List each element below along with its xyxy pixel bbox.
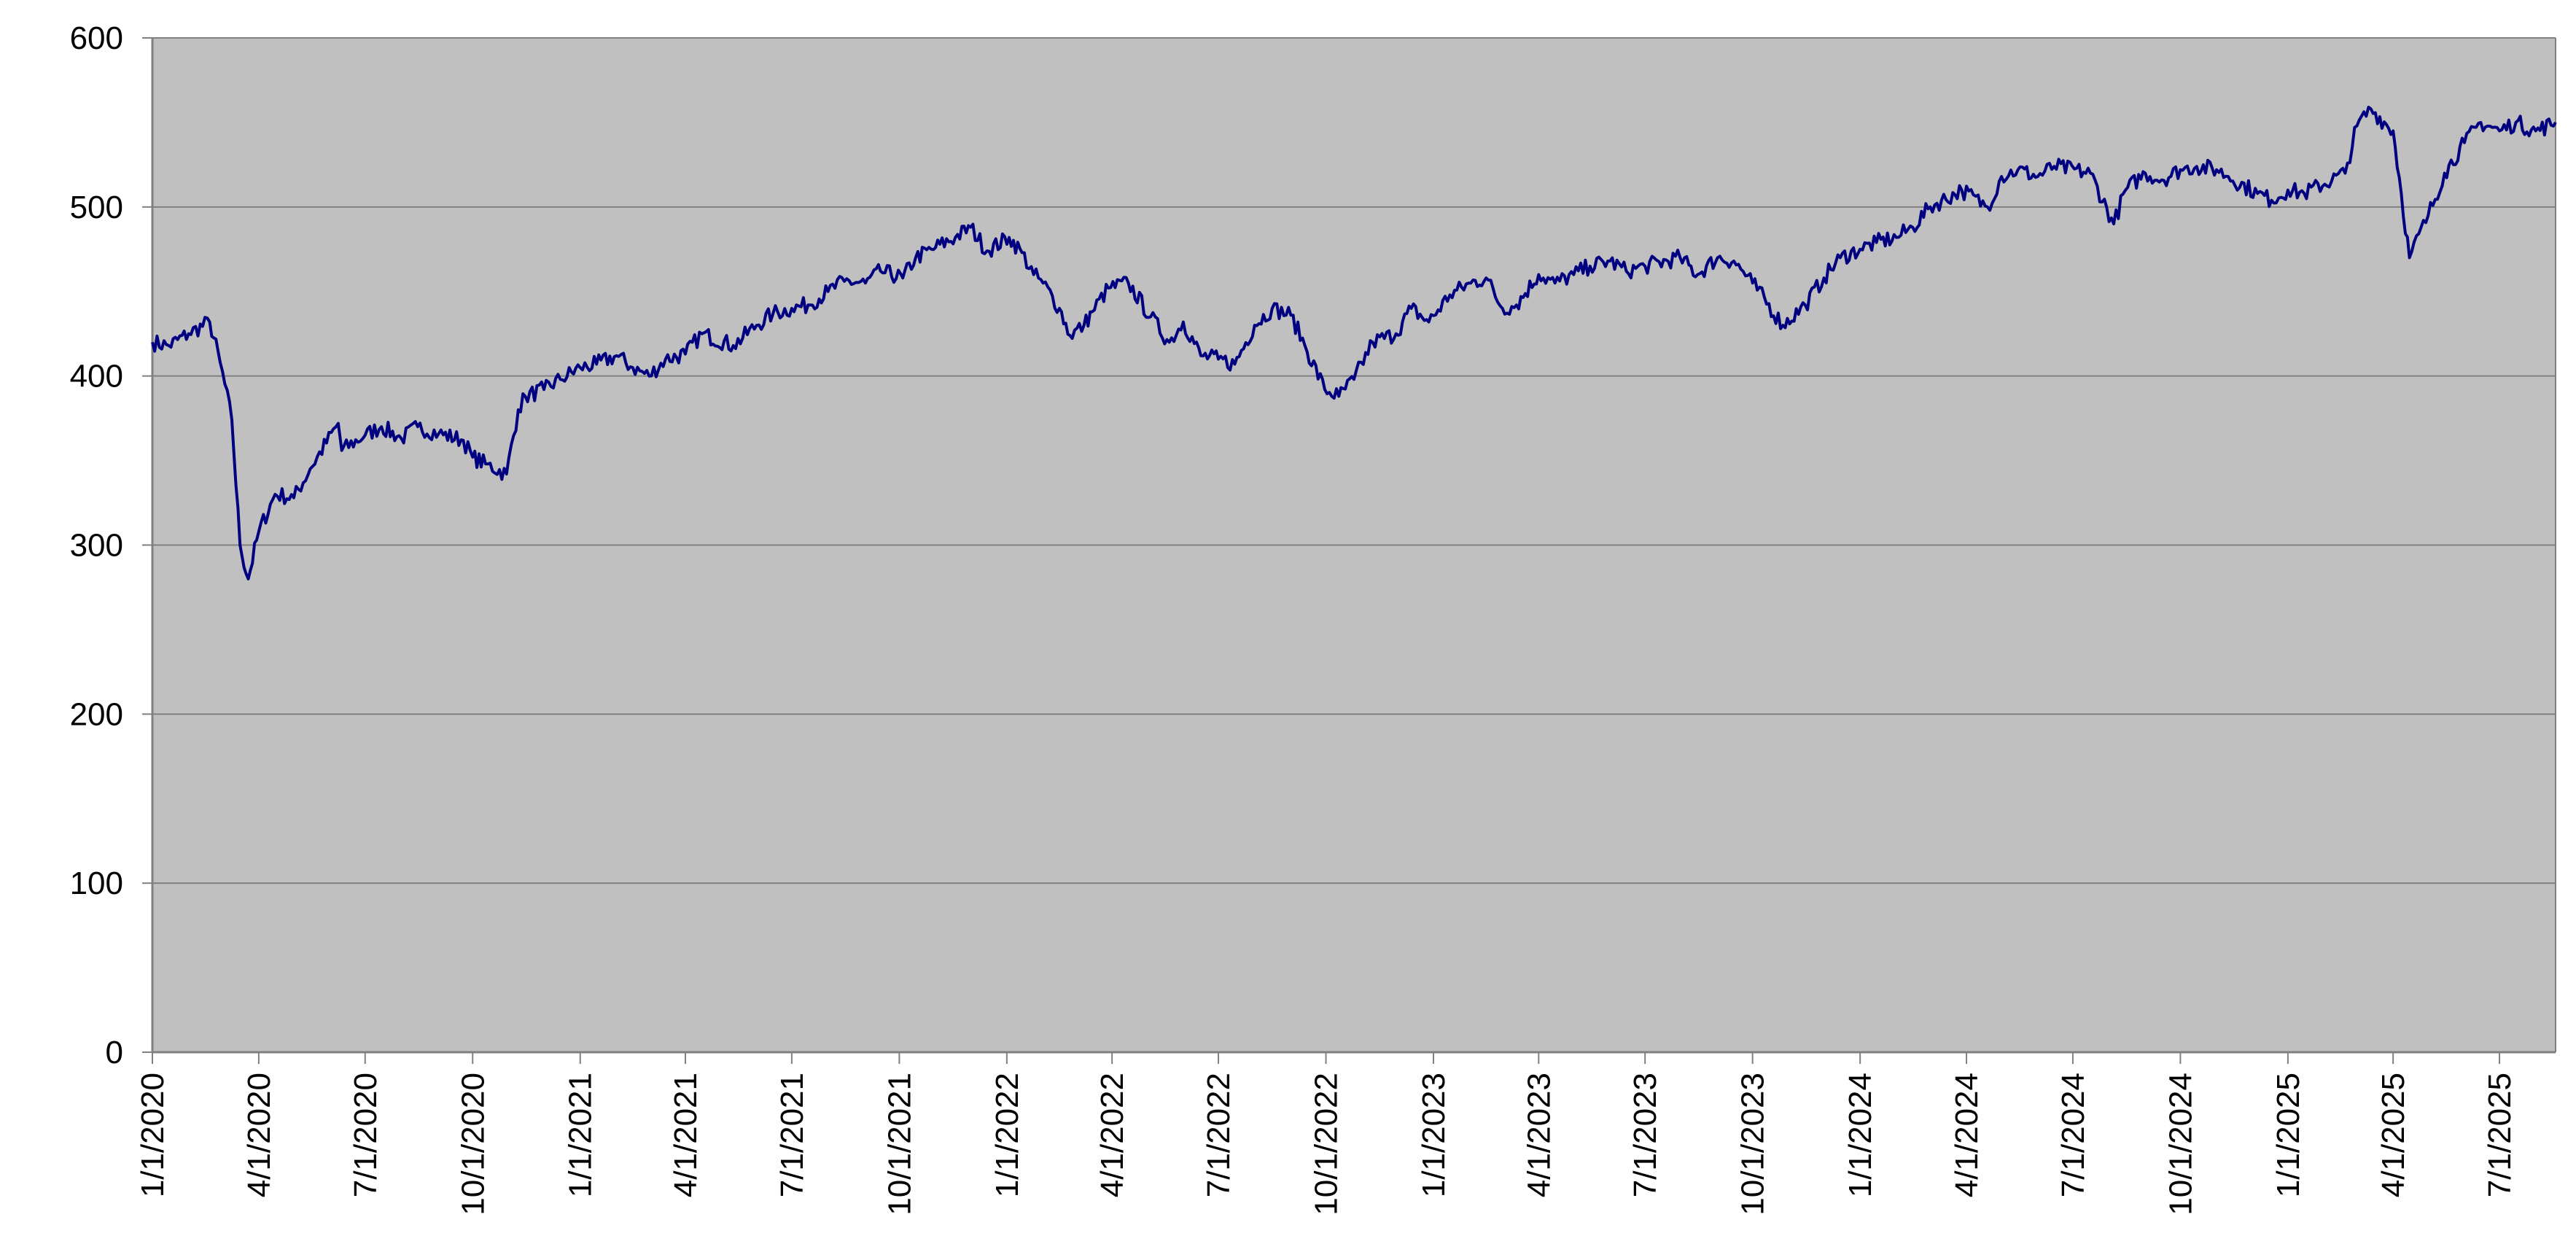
x-tick-label-14: 7/1/2023 [1627,1073,1663,1197]
y-tick-label-600: 600 [70,20,123,56]
y-tick-label-500: 500 [70,190,123,225]
y-tick-labels: 0 100 200 300 400 500 600 [70,20,123,1070]
x-tick-label-0: 1/1/2020 [135,1073,171,1197]
x-tick-label-1: 4/1/2020 [241,1073,277,1197]
x-tick-label-12: 1/1/2023 [1416,1073,1452,1197]
x-tick-label-3: 10/1/2020 [455,1073,491,1216]
x-tick-label-18: 7/1/2024 [2055,1073,2091,1197]
x-tick-label-15: 10/1/2023 [1735,1073,1771,1216]
series-line-0 [151,106,2557,580]
x-tick-label-21: 4/1/2025 [2375,1073,2411,1197]
x-tick-label-20: 1/1/2025 [2270,1073,2306,1197]
x-tick-label-2: 7/1/2020 [348,1073,384,1197]
x-tick-label-13: 4/1/2023 [1521,1073,1557,1197]
x-tick-label-10: 7/1/2022 [1201,1073,1237,1197]
axes [142,37,2556,1064]
x-tick-label-16: 1/1/2024 [1842,1073,1878,1197]
x-tick-label-8: 1/1/2022 [989,1073,1025,1197]
y-tick-label-100: 100 [70,866,123,901]
y-tick-label-400: 400 [70,359,123,394]
x-tick-label-19: 10/1/2024 [2163,1073,2198,1216]
y-tick-label-300: 300 [70,528,123,564]
x-tick-label-5: 4/1/2021 [668,1073,704,1197]
y-tick-label-0: 0 [106,1035,123,1070]
x-tick-label-4: 1/1/2021 [563,1073,599,1197]
x-tick-label-11: 10/1/2022 [1309,1073,1345,1216]
x-tick-labels: 1/1/2020 4/1/2020 7/1/2020 10/1/2020 1/1/202… [135,1073,2518,1216]
x-tick-label-6: 7/1/2021 [774,1073,810,1197]
x-tick-label-7: 10/1/2021 [882,1073,917,1216]
series-layer [151,106,2557,580]
y-tick-label-200: 200 [70,696,123,732]
x-tick-label-9: 4/1/2022 [1094,1073,1130,1197]
x-tick-label-22: 7/1/2025 [2482,1073,2518,1197]
x-tick-label-17: 4/1/2024 [1949,1073,1985,1197]
